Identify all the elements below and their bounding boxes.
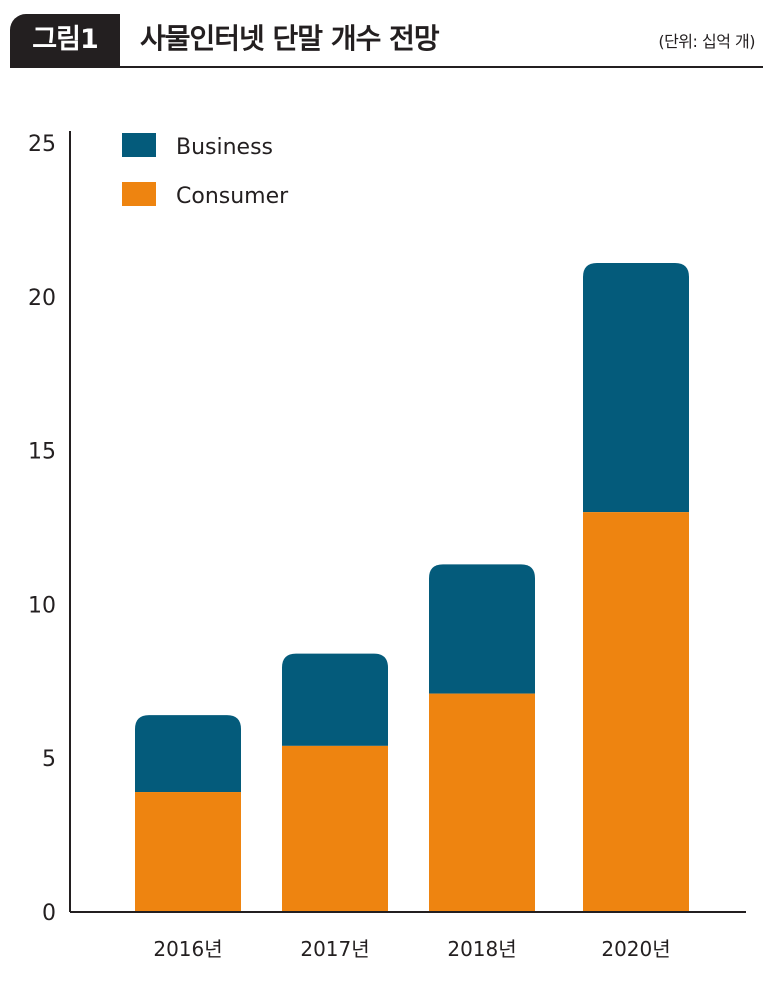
figure-badge: 그림1 bbox=[10, 14, 120, 66]
y-tick-label: 15 bbox=[28, 440, 56, 465]
x-tick-label: 2017년 bbox=[300, 937, 369, 961]
bar-consumer-segment bbox=[429, 693, 535, 912]
x-tick-label: 2018년 bbox=[447, 937, 516, 961]
bar-consumer-segment bbox=[583, 512, 689, 912]
unit-label: (단위: 십억 개) bbox=[658, 32, 755, 51]
legend-label-business: Business bbox=[176, 135, 273, 160]
bar-business-segment bbox=[282, 653, 388, 746]
legend-swatch-consumer bbox=[122, 182, 156, 206]
figure-header: 그림1 사물인터넷 단말 개수 전망 (단위: 십억 개) bbox=[0, 0, 773, 70]
bar-business-segment bbox=[583, 262, 689, 513]
legend-swatch-business bbox=[122, 133, 156, 157]
y-tick-label: 25 bbox=[28, 132, 56, 157]
bar-business-segment bbox=[429, 564, 535, 694]
bar-consumer-segment bbox=[135, 792, 241, 912]
y-tick-label: 5 bbox=[42, 747, 56, 772]
y-tick-label: 10 bbox=[28, 593, 56, 618]
x-tick-label: 2016년 bbox=[153, 937, 222, 961]
chart-title: 사물인터넷 단말 개수 전망 bbox=[140, 22, 440, 55]
y-tick-label: 0 bbox=[42, 901, 56, 926]
x-tick-label: 2020년 bbox=[601, 937, 670, 961]
bar-business-segment bbox=[135, 715, 241, 793]
legend-label-consumer: Consumer bbox=[176, 184, 289, 209]
bar-consumer-segment bbox=[282, 745, 388, 912]
header-rule bbox=[10, 66, 763, 68]
y-tick-label: 20 bbox=[28, 286, 56, 311]
